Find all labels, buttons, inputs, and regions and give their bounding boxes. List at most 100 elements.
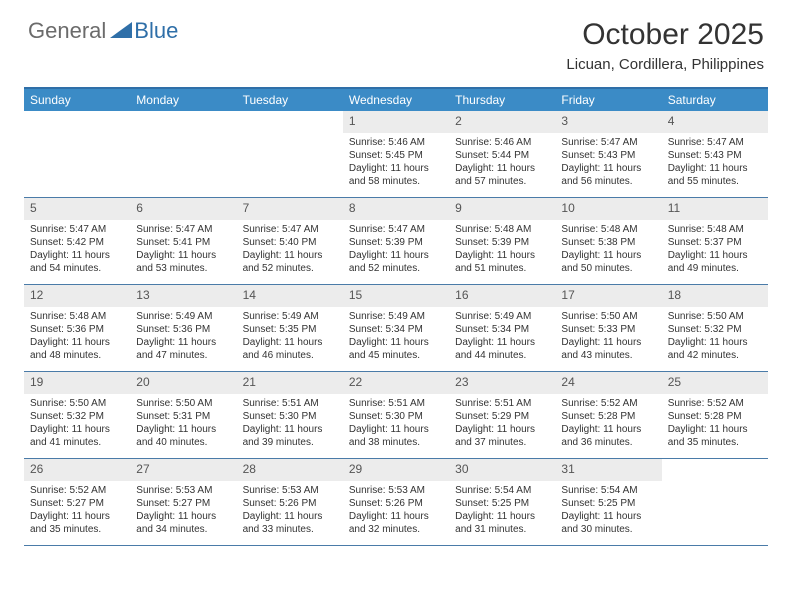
day-number: 8 (343, 198, 449, 220)
day-number: 15 (343, 285, 449, 307)
calendar-cell: 23Sunrise: 5:51 AMSunset: 5:29 PMDayligh… (449, 372, 555, 458)
day-headers: SundayMondayTuesdayWednesdayThursdayFrid… (24, 89, 768, 111)
day-header: Tuesday (237, 89, 343, 111)
day-details: Sunrise: 5:51 AMSunset: 5:30 PMDaylight:… (343, 394, 449, 452)
logo-triangle-icon (110, 20, 132, 43)
day-details: Sunrise: 5:53 AMSunset: 5:26 PMDaylight:… (237, 481, 343, 539)
day-number: 4 (662, 111, 768, 133)
calendar-week: 26Sunrise: 5:52 AMSunset: 5:27 PMDayligh… (24, 459, 768, 546)
day-details: Sunrise: 5:49 AMSunset: 5:36 PMDaylight:… (130, 307, 236, 365)
calendar-week: 12Sunrise: 5:48 AMSunset: 5:36 PMDayligh… (24, 285, 768, 372)
calendar-cell: 28Sunrise: 5:53 AMSunset: 5:26 PMDayligh… (237, 459, 343, 545)
calendar-cell: 8Sunrise: 5:47 AMSunset: 5:39 PMDaylight… (343, 198, 449, 284)
calendar-cell: 6Sunrise: 5:47 AMSunset: 5:41 PMDaylight… (130, 198, 236, 284)
day-number: 28 (237, 459, 343, 481)
calendar-cell: 15Sunrise: 5:49 AMSunset: 5:34 PMDayligh… (343, 285, 449, 371)
calendar-cell: 18Sunrise: 5:50 AMSunset: 5:32 PMDayligh… (662, 285, 768, 371)
day-number: 24 (555, 372, 661, 394)
calendar-cell: 21Sunrise: 5:51 AMSunset: 5:30 PMDayligh… (237, 372, 343, 458)
calendar-cell: 25Sunrise: 5:52 AMSunset: 5:28 PMDayligh… (662, 372, 768, 458)
day-details: Sunrise: 5:46 AMSunset: 5:44 PMDaylight:… (449, 133, 555, 191)
day-number: 19 (24, 372, 130, 394)
calendar-cell: 17Sunrise: 5:50 AMSunset: 5:33 PMDayligh… (555, 285, 661, 371)
calendar-cell: 4Sunrise: 5:47 AMSunset: 5:43 PMDaylight… (662, 111, 768, 197)
calendar-cell: 9Sunrise: 5:48 AMSunset: 5:39 PMDaylight… (449, 198, 555, 284)
day-header: Friday (555, 89, 661, 111)
day-number: 14 (237, 285, 343, 307)
day-details: Sunrise: 5:47 AMSunset: 5:43 PMDaylight:… (662, 133, 768, 191)
logo-text-blue: Blue (134, 18, 178, 44)
calendar-cell: 22Sunrise: 5:51 AMSunset: 5:30 PMDayligh… (343, 372, 449, 458)
day-number: 17 (555, 285, 661, 307)
day-number: 6 (130, 198, 236, 220)
day-number: 20 (130, 372, 236, 394)
calendar-cell: 13Sunrise: 5:49 AMSunset: 5:36 PMDayligh… (130, 285, 236, 371)
day-details: Sunrise: 5:48 AMSunset: 5:37 PMDaylight:… (662, 220, 768, 278)
calendar-week: ...1Sunrise: 5:46 AMSunset: 5:45 PMDayli… (24, 111, 768, 198)
day-number: 9 (449, 198, 555, 220)
day-details: Sunrise: 5:53 AMSunset: 5:27 PMDaylight:… (130, 481, 236, 539)
day-number: 26 (24, 459, 130, 481)
day-number: 16 (449, 285, 555, 307)
calendar-week: 5Sunrise: 5:47 AMSunset: 5:42 PMDaylight… (24, 198, 768, 285)
day-number: 18 (662, 285, 768, 307)
header: General Blue October 2025 Licuan, Cordil… (0, 0, 792, 73)
calendar-week: 19Sunrise: 5:50 AMSunset: 5:32 PMDayligh… (24, 372, 768, 459)
day-number: 3 (555, 111, 661, 133)
day-number: 10 (555, 198, 661, 220)
day-number: 29 (343, 459, 449, 481)
day-details: Sunrise: 5:51 AMSunset: 5:29 PMDaylight:… (449, 394, 555, 452)
day-details: Sunrise: 5:52 AMSunset: 5:27 PMDaylight:… (24, 481, 130, 539)
day-details: Sunrise: 5:49 AMSunset: 5:34 PMDaylight:… (343, 307, 449, 365)
calendar-cell: 31Sunrise: 5:54 AMSunset: 5:25 PMDayligh… (555, 459, 661, 545)
day-header: Thursday (449, 89, 555, 111)
day-number: 2 (449, 111, 555, 133)
day-details: Sunrise: 5:50 AMSunset: 5:32 PMDaylight:… (662, 307, 768, 365)
day-details: Sunrise: 5:47 AMSunset: 5:40 PMDaylight:… (237, 220, 343, 278)
calendar-cell: 30Sunrise: 5:54 AMSunset: 5:25 PMDayligh… (449, 459, 555, 545)
day-number: 1 (343, 111, 449, 133)
day-details: Sunrise: 5:50 AMSunset: 5:33 PMDaylight:… (555, 307, 661, 365)
day-details: Sunrise: 5:50 AMSunset: 5:31 PMDaylight:… (130, 394, 236, 452)
calendar-cell: 3Sunrise: 5:47 AMSunset: 5:43 PMDaylight… (555, 111, 661, 197)
day-number: 7 (237, 198, 343, 220)
day-number: 12 (24, 285, 130, 307)
day-details: Sunrise: 5:50 AMSunset: 5:32 PMDaylight:… (24, 394, 130, 452)
calendar-cell: 2Sunrise: 5:46 AMSunset: 5:44 PMDaylight… (449, 111, 555, 197)
calendar-cell: 19Sunrise: 5:50 AMSunset: 5:32 PMDayligh… (24, 372, 130, 458)
day-details: Sunrise: 5:51 AMSunset: 5:30 PMDaylight:… (237, 394, 343, 452)
month-title: October 2025 (566, 18, 764, 52)
calendar-cell: 29Sunrise: 5:53 AMSunset: 5:26 PMDayligh… (343, 459, 449, 545)
calendar-cell: 27Sunrise: 5:53 AMSunset: 5:27 PMDayligh… (130, 459, 236, 545)
day-details: Sunrise: 5:48 AMSunset: 5:38 PMDaylight:… (555, 220, 661, 278)
day-header: Saturday (662, 89, 768, 111)
calendar-cell: 26Sunrise: 5:52 AMSunset: 5:27 PMDayligh… (24, 459, 130, 545)
day-details: Sunrise: 5:52 AMSunset: 5:28 PMDaylight:… (555, 394, 661, 452)
day-details: Sunrise: 5:47 AMSunset: 5:42 PMDaylight:… (24, 220, 130, 278)
logo: General Blue (28, 18, 178, 44)
calendar-cell: 14Sunrise: 5:49 AMSunset: 5:35 PMDayligh… (237, 285, 343, 371)
day-details: Sunrise: 5:54 AMSunset: 5:25 PMDaylight:… (449, 481, 555, 539)
day-header: Wednesday (343, 89, 449, 111)
calendar-cell: . (24, 111, 130, 197)
day-details: Sunrise: 5:52 AMSunset: 5:28 PMDaylight:… (662, 394, 768, 452)
day-number: 31 (555, 459, 661, 481)
calendar-cell: 24Sunrise: 5:52 AMSunset: 5:28 PMDayligh… (555, 372, 661, 458)
calendar-cell: 20Sunrise: 5:50 AMSunset: 5:31 PMDayligh… (130, 372, 236, 458)
calendar-cell: . (130, 111, 236, 197)
logo-text-general: General (28, 18, 106, 44)
calendar-cell: 16Sunrise: 5:49 AMSunset: 5:34 PMDayligh… (449, 285, 555, 371)
calendar-cell: 5Sunrise: 5:47 AMSunset: 5:42 PMDaylight… (24, 198, 130, 284)
day-header: Monday (130, 89, 236, 111)
calendar-cell: 10Sunrise: 5:48 AMSunset: 5:38 PMDayligh… (555, 198, 661, 284)
day-details: Sunrise: 5:48 AMSunset: 5:39 PMDaylight:… (449, 220, 555, 278)
day-number: 21 (237, 372, 343, 394)
calendar-cell: . (662, 459, 768, 545)
day-header: Sunday (24, 89, 130, 111)
day-details: Sunrise: 5:53 AMSunset: 5:26 PMDaylight:… (343, 481, 449, 539)
day-number: 11 (662, 198, 768, 220)
calendar-cell: 7Sunrise: 5:47 AMSunset: 5:40 PMDaylight… (237, 198, 343, 284)
calendar-cell: 1Sunrise: 5:46 AMSunset: 5:45 PMDaylight… (343, 111, 449, 197)
location: Licuan, Cordillera, Philippines (566, 56, 764, 73)
day-details: Sunrise: 5:54 AMSunset: 5:25 PMDaylight:… (555, 481, 661, 539)
